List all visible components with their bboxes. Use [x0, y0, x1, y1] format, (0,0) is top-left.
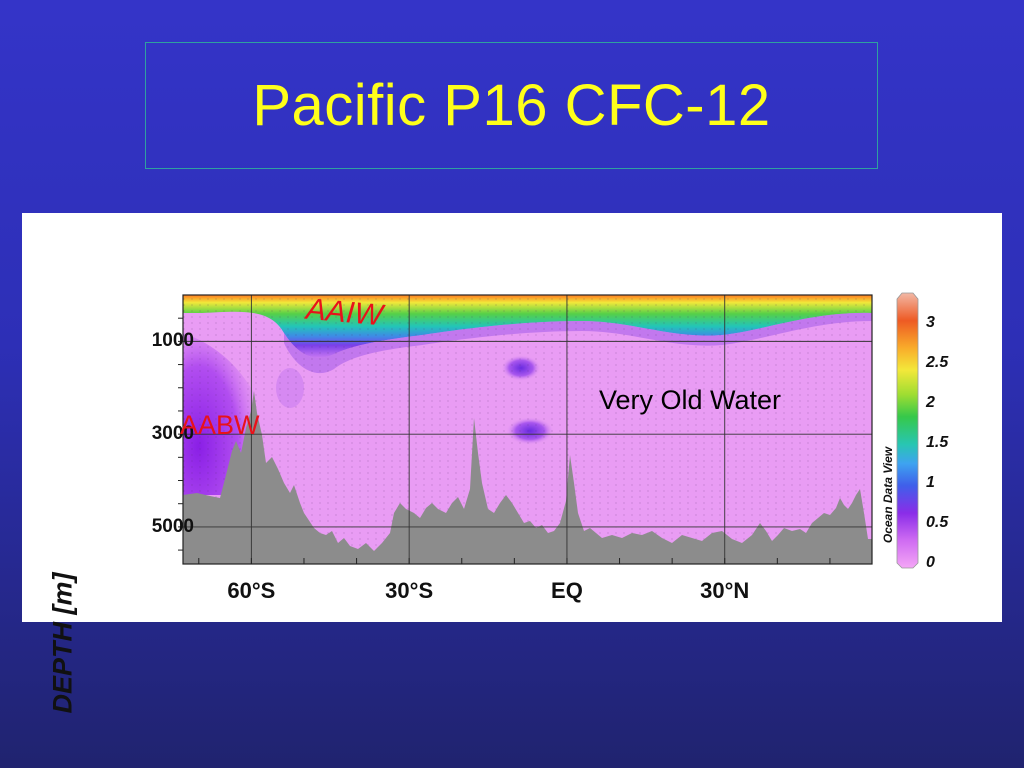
annotation-aaiw: AAIW [304, 292, 385, 333]
seafloor [183, 391, 872, 564]
x-tick-label: 30°N [700, 578, 750, 603]
colorbar-tick-label: 2.5 [926, 354, 949, 371]
colorbar [896, 292, 919, 569]
gridlines [183, 295, 872, 564]
colorbar-tick-label: 0.5 [926, 514, 949, 531]
plot-frame [182, 294, 873, 565]
colorbar-tick-label: 1.5 [926, 434, 949, 451]
tick-marks [178, 317, 831, 564]
x-tick-label: EQ [551, 578, 583, 603]
colorbar-tick-label: 2 [926, 394, 935, 411]
y-tick-label: 3000 [151, 423, 194, 445]
colorbar-tick-label: 0 [926, 554, 935, 571]
section-plot [178, 292, 919, 569]
annotation-very-old-water: Very Old Water [599, 385, 782, 415]
y-axis-ticks: 1000 3000 5000 [122, 213, 194, 622]
slide-title: Pacific P16 CFC-12 [252, 73, 771, 138]
x-tick-label: 60°S [227, 578, 276, 603]
y-axis-label: DEPTH [m] [47, 572, 78, 714]
colorbar-label: Ocean Data View [881, 446, 895, 544]
chart-panel: DEPTH [m] 1000 3000 5000 60°S 30°S EQ 30°N 3 2… [22, 213, 1002, 714]
annotation-aabw: AABW [180, 410, 260, 440]
x-tick-label: 30°S [385, 578, 434, 603]
colorbar-tick-label: 3 [926, 314, 935, 331]
slide-title-box: Pacific P16 CFC-12 [145, 42, 878, 169]
plot-area [183, 295, 872, 564]
colorbar-tick-label: 1 [926, 474, 935, 491]
y-tick-label: 1000 [151, 330, 194, 352]
y-tick-label: 5000 [151, 515, 194, 537]
